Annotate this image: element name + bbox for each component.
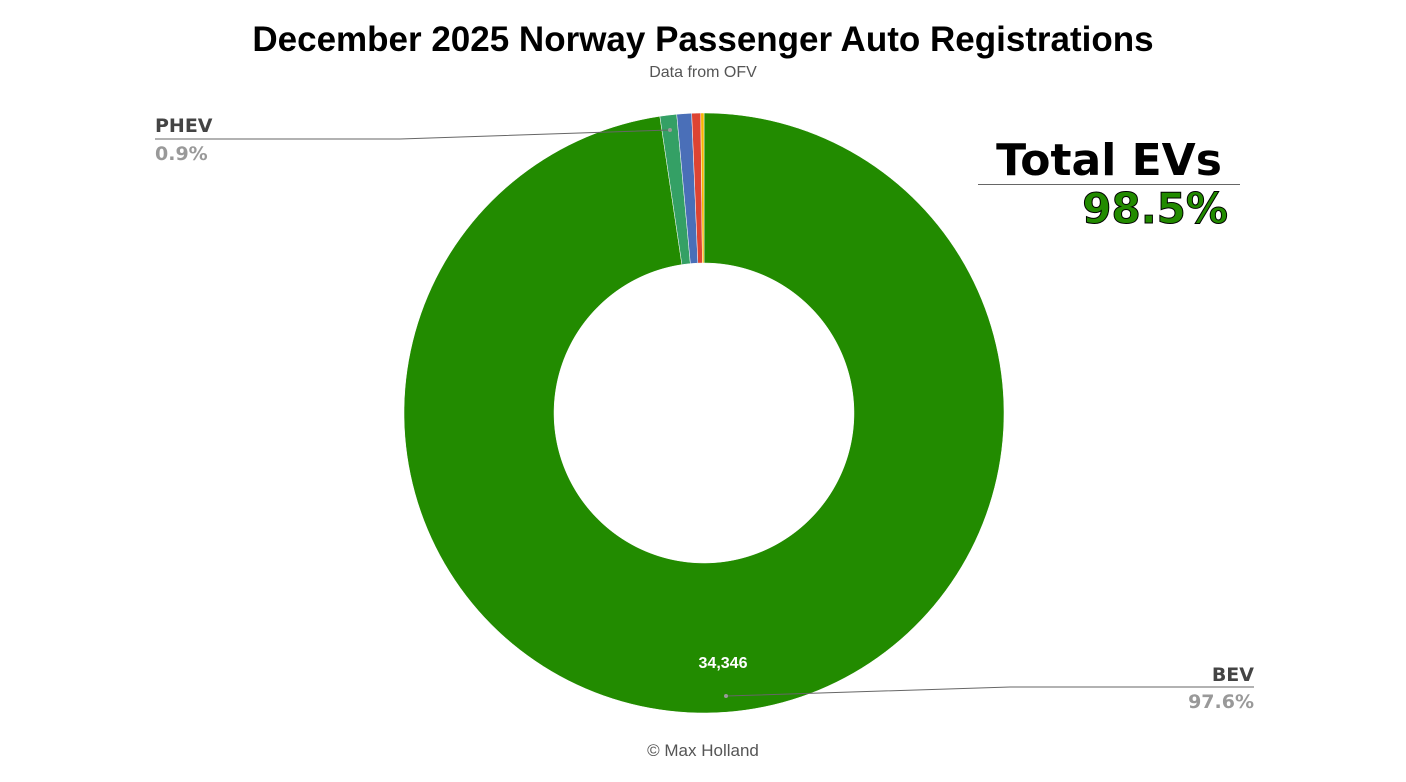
bev-value-label: 34,346 [699,655,748,672]
bev-percent: 97.6% [1188,691,1254,713]
bev-leader-line [725,686,1254,697]
phev-leader-line [155,129,671,140]
phev-label: PHEV [155,115,213,137]
copyright-footer: © Max Holland [647,741,759,760]
slice-unlabeled-4 [700,112,705,264]
bev-label: BEV [1212,664,1254,686]
total-evs-label: Total EVs [978,138,1240,185]
chart-subtitle: Data from OFV [649,64,757,81]
bev-leader-dot [724,694,728,698]
total-evs-value: 98.5% [1082,184,1229,234]
phev-leader-dot [668,128,672,132]
phev-percent: 0.9% [155,143,208,165]
chart-title: December 2025 Norway Passenger Auto Regi… [252,20,1154,59]
slice-bev [403,112,1005,714]
